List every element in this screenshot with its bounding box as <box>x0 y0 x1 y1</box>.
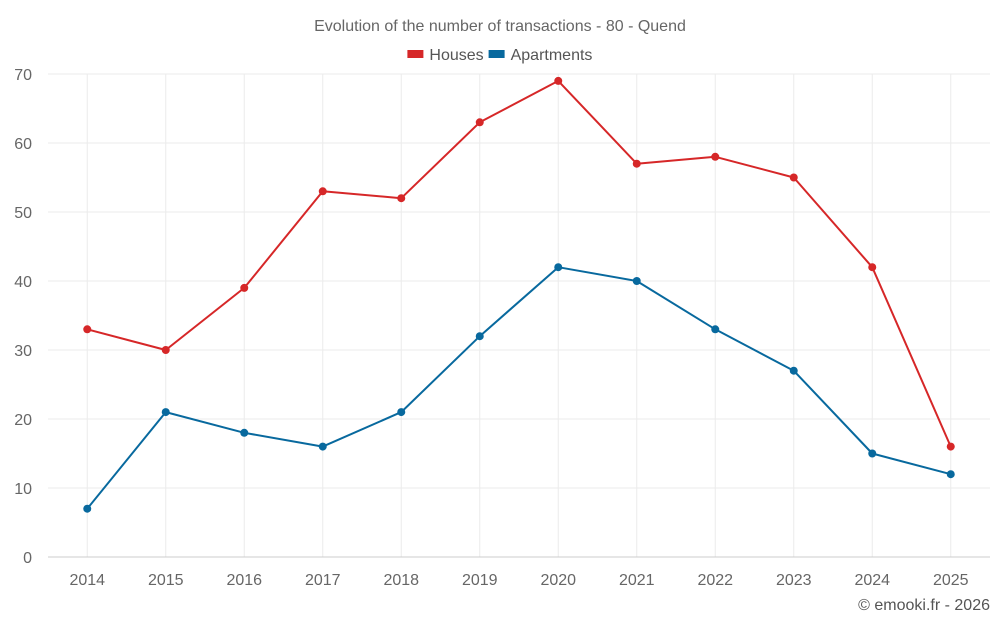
x-tick-label: 2017 <box>305 572 341 589</box>
data-point[interactable] <box>868 449 877 458</box>
data-point[interactable] <box>789 173 798 182</box>
data-point[interactable] <box>554 76 563 85</box>
x-tick-label: 2019 <box>462 572 498 589</box>
chart-title: Evolution of the number of transactions … <box>314 18 686 35</box>
data-point[interactable] <box>240 283 249 292</box>
data-point[interactable] <box>318 442 327 451</box>
x-tick-label: 2021 <box>619 572 655 589</box>
x-tick-label: 2023 <box>776 572 812 589</box>
data-point[interactable] <box>632 159 641 168</box>
x-tick-label: 2022 <box>697 572 733 589</box>
y-tick-label: 60 <box>14 136 32 153</box>
x-tick-label: 2016 <box>226 572 262 589</box>
data-point[interactable] <box>397 194 406 203</box>
data-point[interactable] <box>789 366 798 375</box>
data-point[interactable] <box>83 504 92 513</box>
legend[interactable]: Houses Apartments <box>407 47 592 64</box>
data-point[interactable] <box>475 332 484 341</box>
x-tick-label: 2025 <box>933 572 969 589</box>
footer-credit: © emooki.fr - 2026 <box>858 597 990 614</box>
legend-swatch <box>488 50 505 58</box>
series-line <box>86 266 952 510</box>
data-point[interactable] <box>161 346 170 354</box>
x-tick-label: 2014 <box>69 572 105 589</box>
y-tick-label: 30 <box>14 343 32 360</box>
data-point[interactable] <box>318 187 327 196</box>
data-point[interactable] <box>711 325 720 334</box>
series-houses <box>83 76 955 451</box>
data-point[interactable] <box>946 442 955 451</box>
legend-swatch <box>407 50 424 58</box>
data-point[interactable] <box>711 152 720 161</box>
grid <box>48 73 990 557</box>
y-tick-label: 10 <box>14 481 32 498</box>
data-point[interactable] <box>632 277 641 285</box>
y-tick-label: 50 <box>14 205 32 222</box>
y-tick-label: 40 <box>14 274 32 291</box>
legend-label: Houses <box>429 47 483 64</box>
x-tick-label: 2024 <box>854 572 890 589</box>
y-tick-label: 0 <box>23 550 32 567</box>
data-point[interactable] <box>397 408 406 417</box>
data-point[interactable] <box>554 263 563 272</box>
legend-item-apartments[interactable]: Apartments <box>488 47 593 64</box>
series-line <box>86 79 952 448</box>
legend-label: Apartments <box>511 47 593 64</box>
x-tick-label: 2015 <box>148 572 184 589</box>
data-point[interactable] <box>83 325 92 334</box>
y-tick-label: 70 <box>14 67 32 84</box>
data-point[interactable] <box>240 428 249 437</box>
x-tick-label: 2018 <box>383 572 419 589</box>
legend-item-houses[interactable]: Houses <box>407 47 484 64</box>
series-layer <box>83 76 955 513</box>
data-point[interactable] <box>868 263 877 272</box>
data-point[interactable] <box>475 118 484 127</box>
data-point[interactable] <box>946 470 955 479</box>
axes: 0 10 20 30 40 50 60 70 2014 2015 2016 2017 2018 2019 2… <box>14 67 990 589</box>
y-tick-label: 20 <box>14 412 32 429</box>
x-tick-label: 2020 <box>540 572 576 589</box>
series-apartments <box>83 263 955 513</box>
data-point[interactable] <box>161 408 170 417</box>
